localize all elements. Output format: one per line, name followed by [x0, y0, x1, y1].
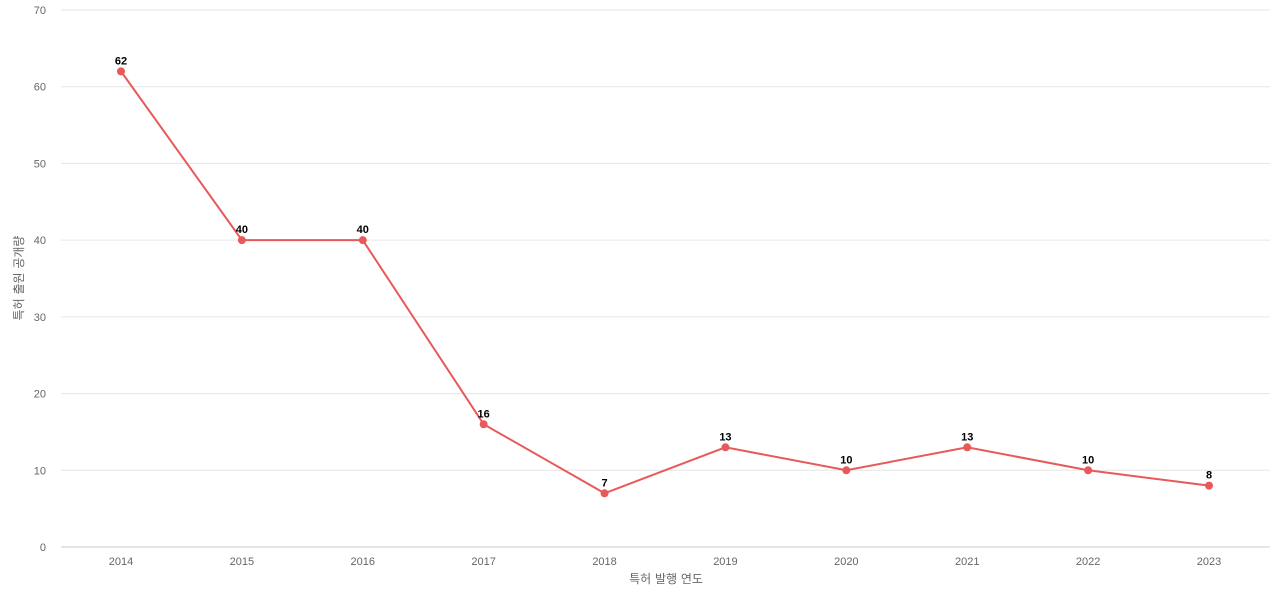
x-axis-label: 특허 발행 연도 [629, 571, 703, 586]
x-tick-label: 2019 [713, 556, 737, 568]
y-tick-label: 50 [34, 158, 46, 170]
y-tick-label: 10 [34, 465, 46, 477]
series-line [120, 70, 1210, 495]
data-point[interactable] [600, 489, 609, 498]
series [120, 70, 1210, 495]
data-label: 13 [961, 431, 973, 443]
y-tick-label: 0 [40, 542, 46, 554]
data-label: 10 [840, 454, 852, 466]
y-tick-label: 20 [34, 389, 46, 401]
data-point[interactable] [721, 443, 730, 452]
data-points [117, 67, 1213, 498]
data-label: 7 [601, 477, 607, 489]
data-point[interactable] [1205, 481, 1213, 490]
x-tick-label: 2016 [351, 556, 375, 568]
data-label: 8 [1206, 470, 1212, 482]
data-point[interactable] [117, 67, 125, 76]
x-tick-label: 2023 [1197, 556, 1221, 568]
data-label: 16 [478, 408, 490, 420]
x-tick-label: 2021 [955, 556, 979, 568]
x-tick-label: 2020 [834, 556, 858, 568]
data-point[interactable] [1084, 466, 1093, 475]
x-tick-label: 2018 [592, 556, 616, 568]
data-point[interactable] [237, 236, 246, 245]
x-tick-label: 2022 [1076, 556, 1100, 568]
y-tick-label: 70 [34, 5, 46, 17]
data-point[interactable] [963, 443, 972, 452]
y-tick-label: 40 [34, 235, 46, 247]
data-label: 40 [236, 224, 248, 236]
data-label: 10 [1082, 454, 1094, 466]
y-axis-label: 특허 출원 공개량 [12, 236, 26, 321]
data-point[interactable] [479, 420, 488, 429]
data-label: 40 [357, 224, 369, 236]
data-label: 62 [115, 55, 127, 67]
data-point[interactable] [842, 466, 851, 475]
x-tick-label: 2017 [471, 556, 495, 568]
y-tick-label: 30 [34, 312, 46, 324]
y-tick-label: 60 [34, 82, 46, 94]
data-labels: 62 40 40 16 7 13 10 13 10 8 [115, 55, 1212, 489]
x-axis-ticks: 2014 2015 2016 2017 2018 2019 2020 2021 2022 2023 [109, 556, 1221, 568]
data-label: 13 [719, 431, 731, 443]
y-axis-ticks: 0 10 20 30 40 50 60 70 [34, 5, 46, 554]
x-tick-label: 2015 [230, 556, 254, 568]
x-tick-label: 2014 [109, 556, 133, 568]
data-point[interactable] [358, 236, 367, 245]
